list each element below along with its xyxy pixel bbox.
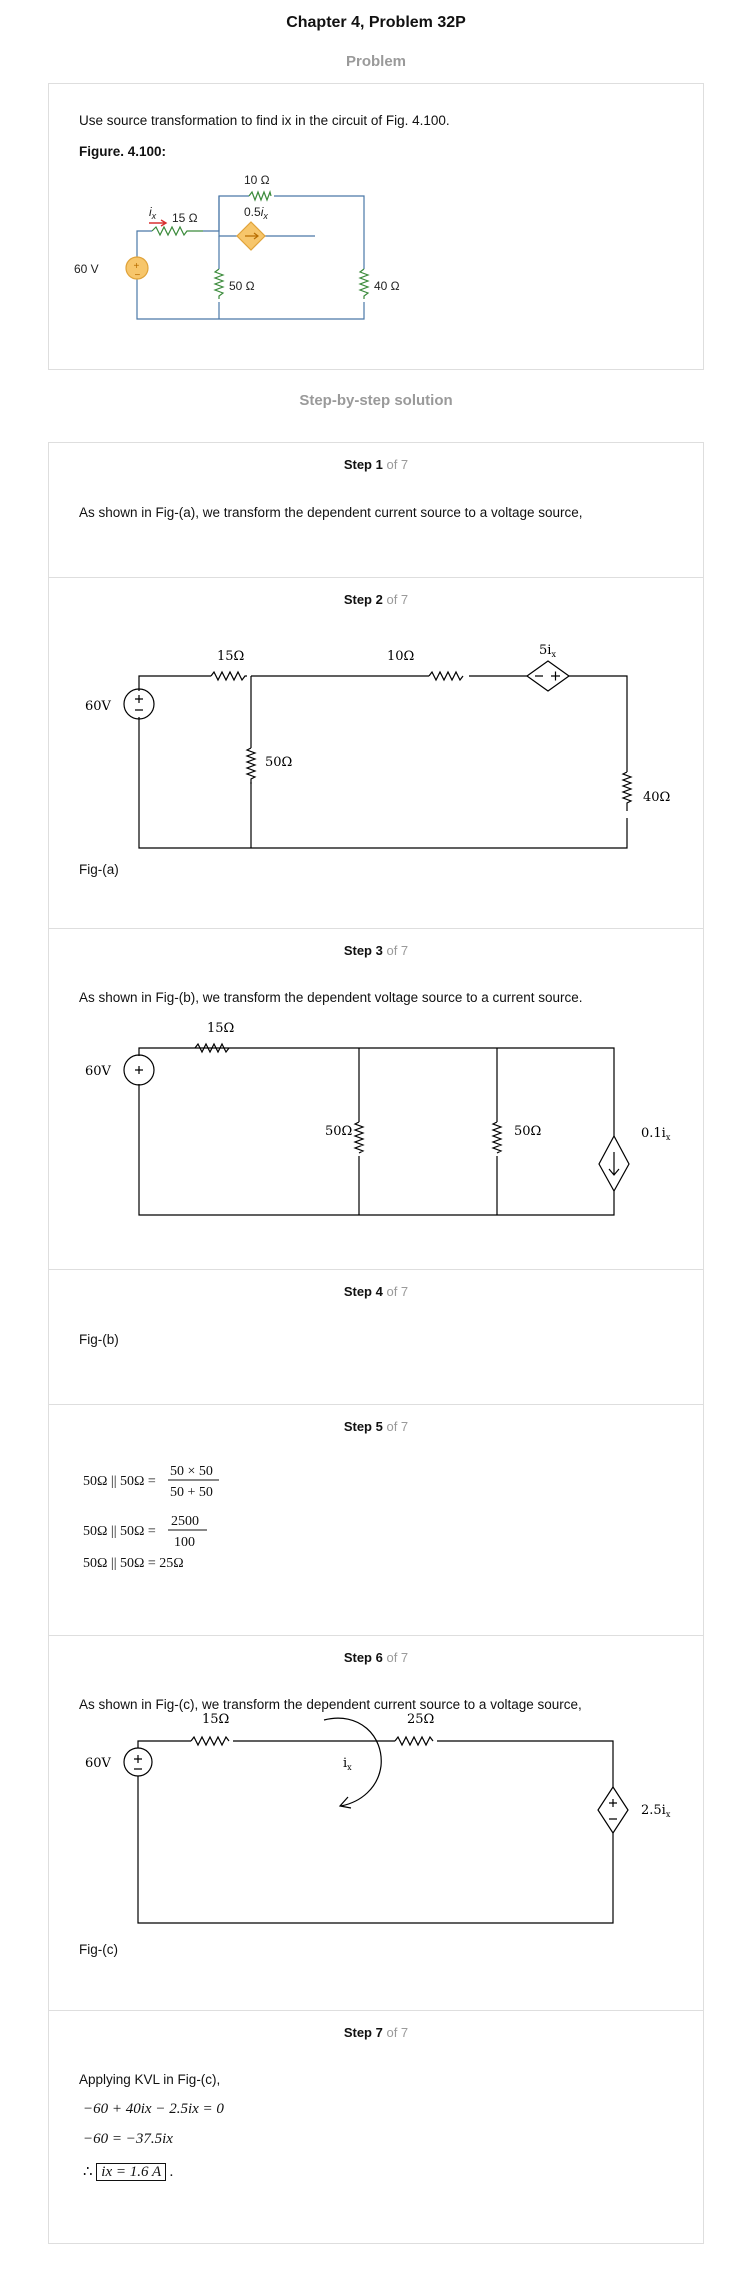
step-6-header: Step 6 of 7: [343, 1650, 409, 1665]
step-6: Step 6 of 7 As shown in Fig-(c), we tran…: [49, 1635, 703, 2010]
fig-ix-label: ix: [149, 205, 157, 221]
fig-b-dependent-current-source: [598, 1134, 630, 1193]
step-3-header: Step 3 of 7: [343, 943, 409, 958]
fig-c-dep-label: 2.5ix: [641, 1803, 671, 1819]
fig-v60-label: 60 V: [74, 262, 99, 276]
eq2-den: 100: [174, 1535, 195, 1550]
figure-4-100: + − 10 Ω 0.5ix ix 15 Ω 60 V 50 Ω 40 Ω: [74, 173, 400, 320]
problem-heading: Problem: [345, 53, 406, 70]
step-6-text: As shown in Fig-(c), we transform the de…: [79, 1697, 582, 1712]
figure-a: 15Ω 10Ω 5ix 60V 50Ω 40Ω: [85, 643, 670, 849]
fig-a-voltage-source: [123, 688, 155, 720]
resistor-15-zigzag: [151, 225, 203, 237]
fig-r15-label: 15 Ω: [172, 211, 198, 225]
step-5-header: Step 5 of 7: [343, 1419, 409, 1434]
fig-r40-label: 40 Ω: [374, 279, 400, 293]
step-1-text: As shown in Fig-(a), we transform the de…: [79, 505, 583, 520]
resistor-10-zigzag: [248, 189, 272, 202]
figure-c: 15Ω 25Ω 60V ix 2.5ix: [85, 1712, 671, 1924]
parallel-equations: 50Ω || 50Ω = 50 × 50 50 + 50 50Ω || 50Ω …: [83, 1464, 219, 1571]
fig-c-r25-label: 25Ω: [407, 1712, 434, 1727]
fig-c-r25-zigzag: [394, 1735, 434, 1747]
step-7-text: Applying KVL in Fig-(c),: [79, 2072, 221, 2087]
fig-c-r15-zigzag: [190, 1735, 230, 1747]
fig-b-caption: Fig-(b): [79, 1332, 119, 1347]
step-3-text: As shown in Fig-(b), we transform the de…: [79, 990, 583, 1005]
fig-c-voltage-source: [123, 1747, 153, 1777]
fig-a-r40-label: 40Ω: [643, 790, 670, 805]
resistor-40-zigzag: [358, 268, 370, 299]
step-2: Step 2 of 7 15Ω 10Ω 5ix 60V 50Ω 40Ω Fig-…: [49, 577, 703, 928]
fig-c-ix-label: ix: [343, 1756, 352, 1772]
solution-heading: Step-by-step solution: [299, 392, 453, 409]
resistor-50-zigzag: [213, 268, 225, 299]
kvl-eq2: −60 = −37.5ix: [83, 2131, 173, 2147]
fig-a-dep-label: 5ix: [539, 643, 556, 659]
fig-b-v60-label: 60V: [85, 1064, 112, 1079]
figure-label: Figure. 4.100:: [79, 144, 167, 159]
fig-a-r10-zigzag: [428, 670, 464, 682]
problem-text: Use source transformation to find ix in …: [79, 113, 450, 128]
fig-c-v60-label: 60V: [85, 1756, 112, 1771]
eq1-num: 50 × 50: [170, 1464, 213, 1479]
step-7: Step 7 of 7 Applying KVL in Fig-(c), −60…: [49, 2010, 703, 2243]
fig-b-dep-label: 0.1ix: [641, 1126, 671, 1142]
fig-c-caption: Fig-(c): [79, 1942, 118, 1957]
step-4-header: Step 4 of 7: [343, 1284, 409, 1299]
eq2-num: 2500: [171, 1514, 199, 1529]
step-5: Step 5 of 7 50Ω || 50Ω = 50 × 50 50 + 50…: [49, 1404, 703, 1635]
step-3: Step 3 of 7 As shown in Fig-(b), we tran…: [49, 928, 703, 1269]
fig-a-caption: Fig-(a): [79, 862, 119, 877]
fig-a-r10-label: 10Ω: [387, 649, 414, 664]
steps-card: Step 1 of 7 As shown in Fig-(a), we tran…: [48, 442, 704, 2244]
fig-r10-label: 10 Ω: [244, 173, 270, 187]
step-4: Step 4 of 7 Fig-(b): [49, 1269, 703, 1404]
fig-a-r40-zigzag: [621, 771, 633, 811]
fig-b-r15-label: 15Ω: [207, 1021, 234, 1036]
step-1: Step 1 of 7 As shown in Fig-(a), we tran…: [49, 443, 703, 577]
fig-dep-label: 0.5ix: [244, 205, 268, 221]
step-7-header: Step 7 of 7: [343, 2025, 409, 2040]
fig-b-r50b-label: 50Ω: [514, 1124, 541, 1139]
fig-b-r50b-zigzag: [491, 1121, 503, 1154]
fig-a-r15-zigzag: [210, 670, 247, 682]
step-2-header: Step 2 of 7: [343, 592, 409, 607]
fig-r50-label: 50 Ω: [229, 279, 255, 293]
fig-b-voltage-source: [123, 1054, 155, 1086]
fig-a-r15-label: 15Ω: [217, 649, 244, 664]
kvl-result: ∴ ix = 1.6 A .: [83, 2163, 174, 2181]
fig-b-r50a-label: 50Ω: [325, 1124, 352, 1139]
fig-c-r15-label: 15Ω: [202, 1712, 229, 1727]
step-1-header: Step 1 of 7: [343, 457, 409, 472]
fig-a-r50-zigzag: [245, 747, 257, 784]
figure-b: 15Ω 60V 50Ω 50Ω 0.1ix: [85, 1021, 671, 1216]
eq2-lhs: 50Ω || 50Ω =: [83, 1524, 156, 1539]
ix-arrow: [149, 219, 168, 227]
loop-current-arrow: [323, 1717, 382, 1809]
fig-a-dependent-voltage-source: [525, 660, 571, 692]
fig-b-r15-zigzag: [194, 1042, 230, 1054]
voltage-source-60v: [125, 256, 149, 280]
eq3: 50Ω || 50Ω = 25Ω: [83, 1556, 184, 1571]
eq1-den: 50 + 50: [170, 1485, 213, 1500]
svg-text:+: +: [134, 261, 140, 272]
therefore-symbol: ∴: [83, 2164, 93, 2180]
problem-card: Use source transformation to find ix in …: [48, 83, 704, 370]
fig-a-r50-label: 50Ω: [265, 755, 292, 770]
fig-c-dependent-voltage-source: [597, 1785, 629, 1835]
page-title: Chapter 4, Problem 32P: [286, 14, 466, 31]
eq1-lhs: 50Ω || 50Ω =: [83, 1474, 156, 1489]
final-answer-box: ix = 1.6 A: [96, 2163, 167, 2181]
fig-b-r50a-zigzag: [353, 1121, 365, 1154]
kvl-eq1: −60 + 40ix − 2.5ix = 0: [83, 2101, 224, 2117]
fig-a-v60-label: 60V: [85, 699, 112, 714]
svg-text:−: −: [135, 270, 141, 281]
